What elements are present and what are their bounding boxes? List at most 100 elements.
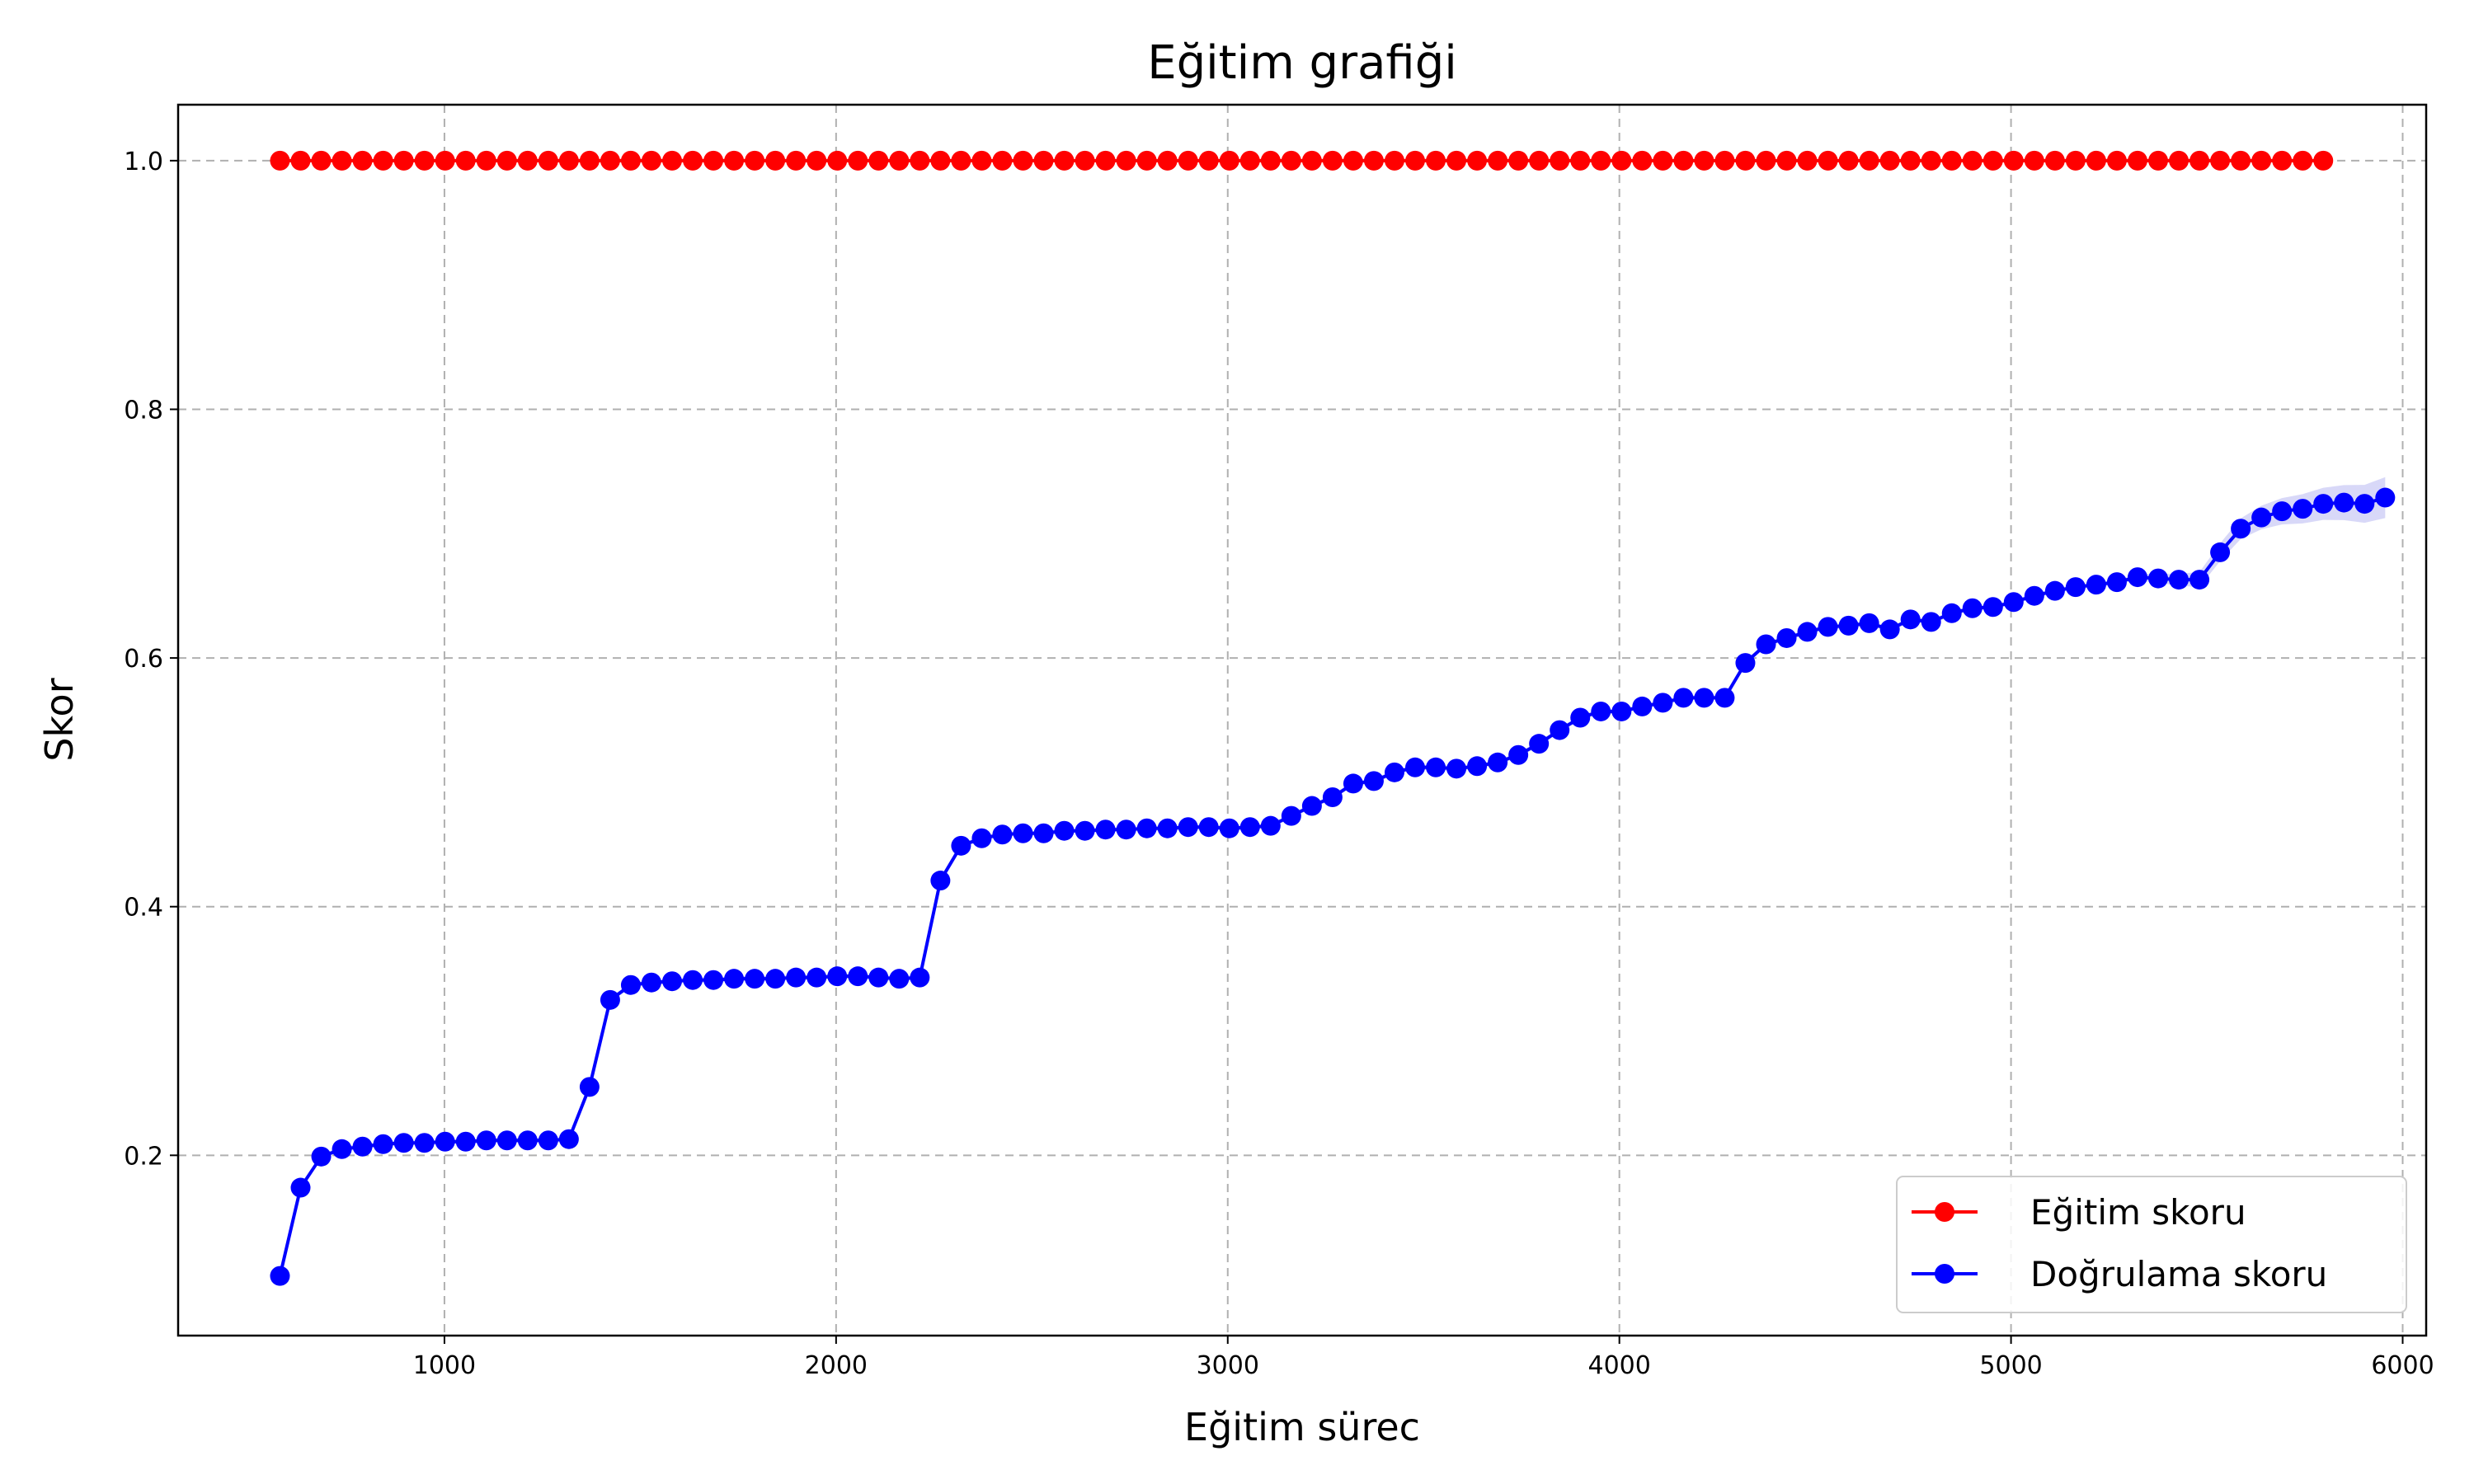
legend-label-train: Eğitim skoru <box>2030 1192 2246 1233</box>
data-point-1 <box>641 972 661 993</box>
data-point-0 <box>579 150 600 171</box>
data-point-1 <box>992 824 1013 845</box>
data-point-0 <box>703 150 724 171</box>
data-point-1 <box>1900 609 1921 630</box>
data-point-1 <box>1632 696 1653 716</box>
data-point-1 <box>2044 580 2065 601</box>
data-point-0 <box>1694 150 1714 171</box>
data-point-1 <box>1260 815 1281 836</box>
y-tick-label: 0.8 <box>124 396 163 425</box>
data-point-0 <box>2189 150 2210 171</box>
data-point-0 <box>1714 150 1735 171</box>
y-tick-label: 1.0 <box>124 148 163 176</box>
legend-box <box>1896 1176 2407 1313</box>
legend: Eğitim skoru Doğrulama skoru <box>1896 1176 2407 1313</box>
data-point-1 <box>2251 507 2272 528</box>
data-point-1 <box>2003 592 2024 613</box>
chart-title: Eğitim grafiği <box>1147 36 1457 90</box>
data-point-0 <box>641 150 661 171</box>
data-point-0 <box>1239 150 1260 171</box>
data-point-1 <box>2024 585 2044 606</box>
data-point-0 <box>1879 150 1900 171</box>
x-tick-label: 6000 <box>2371 1351 2434 1380</box>
data-point-0 <box>1632 150 1653 171</box>
data-point-1 <box>476 1130 496 1151</box>
data-point-1 <box>1529 734 1550 754</box>
data-point-0 <box>2231 150 2251 171</box>
data-point-1 <box>1136 818 1157 838</box>
data-point-1 <box>1508 744 1529 765</box>
data-point-0 <box>1136 150 1157 171</box>
data-point-0 <box>827 150 848 171</box>
data-point-0 <box>1488 150 1508 171</box>
data-point-1 <box>1322 787 1343 808</box>
data-point-0 <box>1653 150 1673 171</box>
data-point-0 <box>724 150 745 171</box>
data-point-0 <box>1322 150 1343 171</box>
data-point-1 <box>868 967 889 988</box>
data-point-1 <box>373 1134 393 1154</box>
data-point-1 <box>1281 805 1301 826</box>
data-point-0 <box>1982 150 2003 171</box>
data-point-0 <box>1075 150 1095 171</box>
data-point-1 <box>951 835 971 856</box>
data-point-1 <box>2313 494 2334 514</box>
data-point-0 <box>1013 150 1033 171</box>
data-point-1 <box>2189 570 2210 590</box>
data-point-0 <box>1941 150 1962 171</box>
data-point-0 <box>2293 150 2313 171</box>
data-point-1 <box>600 989 620 1010</box>
data-point-1 <box>1198 817 1219 838</box>
data-point-0 <box>1384 150 1404 171</box>
data-point-1 <box>1426 757 1446 777</box>
data-point-1 <box>2293 499 2313 519</box>
data-point-0 <box>414 150 435 171</box>
data-point-0 <box>2127 150 2147 171</box>
data-point-1 <box>683 970 703 990</box>
data-point-1 <box>1797 622 1818 642</box>
data-point-1 <box>1467 756 1488 777</box>
data-point-1 <box>455 1131 476 1152</box>
data-point-0 <box>2044 150 2065 171</box>
data-point-1 <box>1239 817 1260 838</box>
data-point-0 <box>2251 150 2272 171</box>
data-point-0 <box>517 150 538 171</box>
data-point-0 <box>992 150 1013 171</box>
data-point-1 <box>807 967 827 988</box>
data-point-1 <box>889 969 910 989</box>
data-point-0 <box>910 150 930 171</box>
data-point-1 <box>910 967 930 988</box>
data-point-0 <box>1776 150 1797 171</box>
data-point-1 <box>1116 819 1136 840</box>
data-point-1 <box>2086 575 2106 595</box>
data-point-1 <box>971 828 992 848</box>
data-point-1 <box>1446 758 1467 779</box>
data-point-0 <box>1301 150 1322 171</box>
data-point-1 <box>2354 494 2375 514</box>
data-point-1 <box>930 871 951 891</box>
data-point-0 <box>2148 150 2169 171</box>
y-tick-label: 0.2 <box>124 1142 163 1171</box>
data-point-0 <box>1900 150 1921 171</box>
legend-marker-train <box>1935 1202 1954 1222</box>
data-point-0 <box>600 150 620 171</box>
data-point-0 <box>807 150 827 171</box>
data-point-1 <box>1384 762 1404 782</box>
data-point-0 <box>971 150 992 171</box>
data-point-0 <box>2313 150 2334 171</box>
data-point-0 <box>848 150 868 171</box>
data-point-0 <box>1054 150 1075 171</box>
data-point-1 <box>1714 688 1735 708</box>
data-point-1 <box>270 1266 290 1286</box>
data-point-1 <box>393 1133 414 1153</box>
data-point-0 <box>1116 150 1136 171</box>
data-point-1 <box>1735 653 1756 674</box>
data-point-0 <box>393 150 414 171</box>
data-point-1 <box>1157 818 1178 838</box>
data-point-0 <box>1529 150 1550 171</box>
data-point-1 <box>786 967 807 988</box>
data-point-0 <box>558 150 579 171</box>
x-tick-label: 2000 <box>805 1351 868 1380</box>
data-point-1 <box>2231 519 2251 539</box>
data-point-1 <box>2210 542 2231 562</box>
